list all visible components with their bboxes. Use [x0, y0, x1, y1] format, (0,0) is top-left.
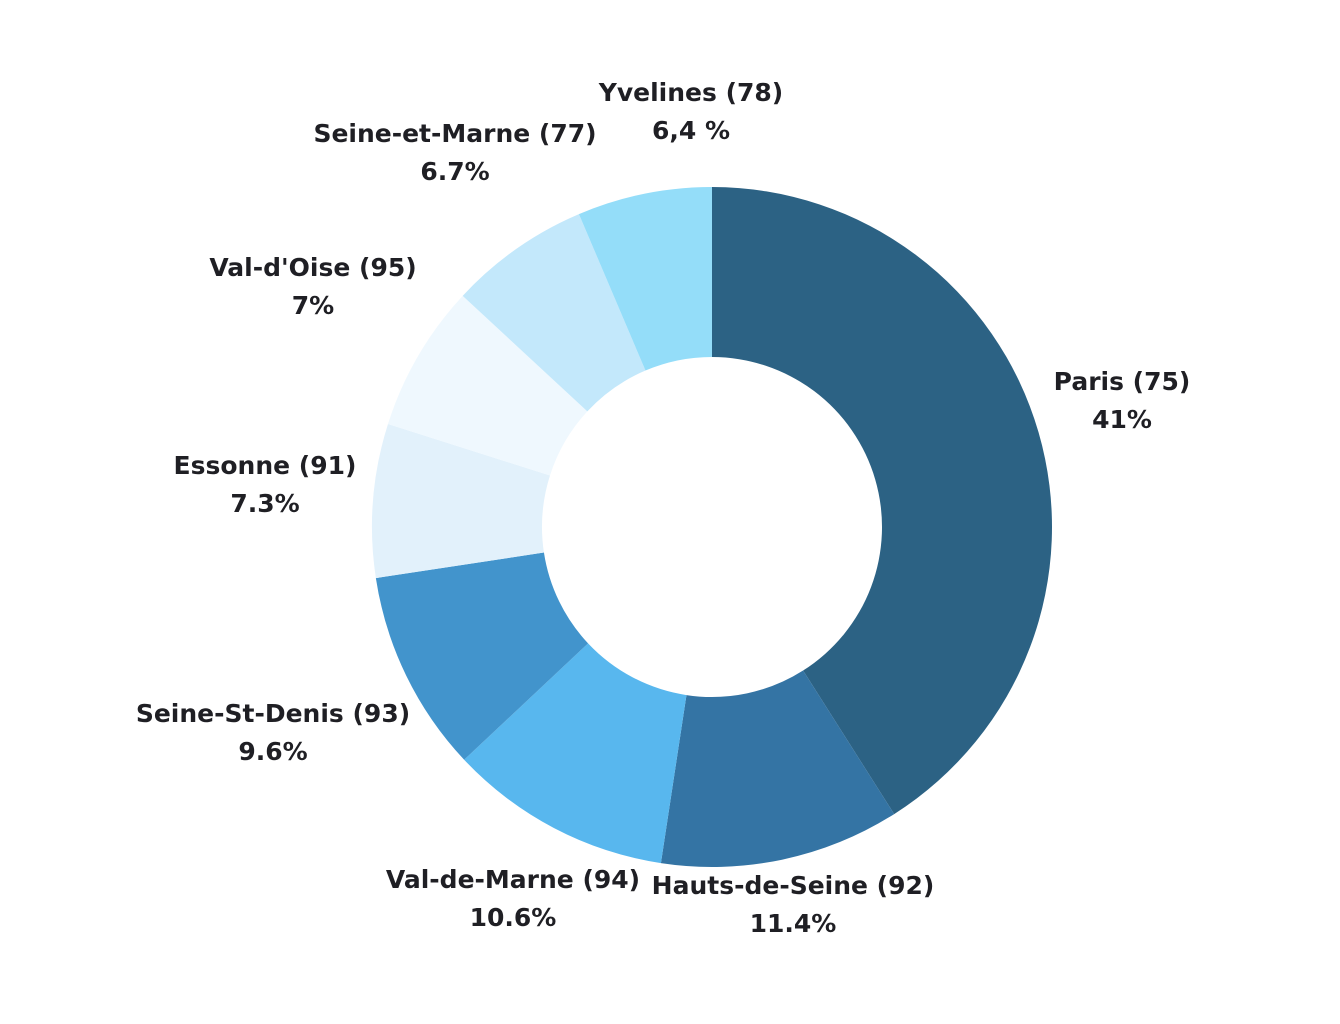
slice-label-yvelines-78: Yvelines (78) 6,4 % — [598, 78, 783, 145]
value-label: 11.4% — [750, 909, 837, 938]
slice-label-hauts-de-seine-92: Hauts-de-Seine (92) 11.4% — [652, 871, 935, 938]
slice-val-d-oise-95 — [387, 295, 588, 476]
value-label: 41% — [1092, 405, 1152, 434]
value-label: 10.6% — [470, 903, 557, 932]
slice-label-paris-75: Paris (75) 41% — [1054, 367, 1191, 434]
category-label: Paris (75) — [1054, 367, 1191, 396]
slices-group — [372, 187, 1052, 867]
slice-label-seine-st-denis-93: Seine-St-Denis (93) 9.6% — [136, 699, 410, 766]
category-label: Yvelines (78) — [598, 78, 783, 107]
value-label: 6,4 % — [652, 116, 730, 145]
slice-paris-75 — [712, 187, 1052, 815]
slice-val-de-marne-94 — [464, 643, 687, 864]
slice-essonne-91 — [372, 423, 550, 579]
slice-seine-st-denis-93 — [375, 552, 589, 760]
category-label: Hauts-de-Seine (92) — [652, 871, 935, 900]
value-label: 6.7% — [420, 157, 489, 186]
value-label: 7.3% — [230, 489, 299, 518]
category-label: Val-de-Marne (94) — [386, 865, 640, 894]
slice-label-val-d-oise-95: Val-d'Oise (95) 7% — [209, 253, 416, 320]
slice-seine-et-marne-77 — [462, 214, 646, 412]
slice-label-val-de-marne-94: Val-de-Marne (94) 10.6% — [386, 865, 640, 932]
category-label: Val-d'Oise (95) — [209, 253, 416, 282]
category-label: Essonne (91) — [174, 451, 357, 480]
slice-yvelines-78 — [578, 187, 712, 371]
slice-label-essonne-91: Essonne (91) 7.3% — [174, 451, 357, 518]
category-label: Seine-St-Denis (93) — [136, 699, 410, 728]
value-label: 7% — [292, 291, 334, 320]
slice-hauts-de-seine-92 — [660, 670, 895, 867]
slice-label-seine-et-marne-77: Seine-et-Marne (77) 6.7% — [313, 119, 596, 186]
value-label: 9.6% — [238, 737, 307, 766]
labels-group: Paris (75) 41% Hauts-de-Seine (92) 11.4% Val… — [136, 78, 1190, 938]
category-label: Seine-et-Marne (77) — [313, 119, 596, 148]
